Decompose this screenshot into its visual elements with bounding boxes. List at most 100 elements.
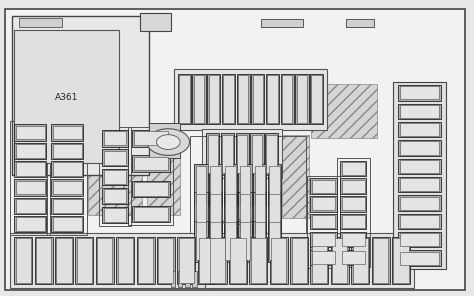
Bar — [53, 181, 82, 194]
Text: F282: F282 — [348, 184, 358, 188]
Bar — [312, 215, 335, 228]
Bar — [261, 19, 303, 27]
Bar — [221, 133, 234, 175]
Text: F276: F276 — [319, 184, 328, 188]
Bar — [210, 194, 221, 232]
Bar — [16, 144, 45, 158]
Bar — [102, 207, 128, 223]
Bar — [134, 131, 168, 145]
Bar — [310, 232, 337, 247]
Text: F253: F253 — [199, 208, 203, 218]
Text: F218: F218 — [146, 162, 156, 165]
Bar — [158, 238, 173, 283]
Bar — [311, 84, 377, 138]
Bar — [340, 178, 366, 194]
Bar — [268, 192, 281, 234]
Bar — [269, 222, 280, 260]
Text: F256: F256 — [243, 208, 247, 218]
Bar — [14, 30, 118, 163]
Bar — [400, 141, 439, 155]
Bar — [238, 221, 252, 262]
Text: F288: F288 — [414, 109, 425, 114]
Bar — [292, 238, 307, 283]
Text: F219: F219 — [146, 187, 156, 191]
Text: F242: F242 — [211, 149, 215, 159]
Text: F294: F294 — [414, 219, 425, 224]
Bar — [400, 215, 439, 228]
Text: F250: F250 — [243, 180, 247, 190]
Bar — [266, 135, 277, 173]
Bar — [53, 217, 82, 231]
Bar — [14, 216, 46, 232]
Bar — [209, 75, 219, 123]
Text: F255: F255 — [228, 208, 232, 218]
Bar — [56, 238, 72, 283]
Bar — [400, 105, 439, 118]
Bar — [253, 192, 266, 234]
Bar — [400, 86, 439, 99]
Bar — [310, 250, 337, 265]
Text: F213: F213 — [110, 156, 120, 160]
Text: F228: F228 — [164, 256, 168, 265]
Text: F224: F224 — [82, 256, 86, 265]
Text: F236: F236 — [256, 94, 260, 104]
Text: F230: F230 — [205, 256, 209, 265]
Bar — [210, 222, 221, 260]
Text: F217: F217 — [146, 136, 156, 140]
Bar — [102, 130, 128, 147]
Text: F281: F281 — [348, 166, 358, 170]
Bar — [102, 188, 128, 204]
Text: F229: F229 — [184, 256, 188, 265]
Text: F269: F269 — [297, 256, 301, 265]
Bar — [342, 162, 365, 175]
Bar — [157, 237, 175, 284]
Bar — [398, 159, 441, 174]
Bar — [53, 144, 82, 158]
Bar — [196, 222, 206, 260]
Text: F271: F271 — [338, 256, 342, 265]
Bar — [134, 182, 168, 196]
Text: F207: F207 — [62, 149, 73, 153]
Text: F284: F284 — [348, 220, 358, 224]
Bar — [312, 238, 327, 283]
Text: F247: F247 — [199, 180, 203, 190]
Bar — [398, 250, 441, 266]
Bar — [35, 237, 53, 284]
Text: F260: F260 — [214, 237, 218, 246]
Text: F234: F234 — [227, 94, 230, 104]
Text: F277: F277 — [319, 202, 328, 206]
Bar — [209, 192, 222, 234]
Text: F215: F215 — [110, 194, 120, 198]
Text: F209: F209 — [62, 186, 73, 189]
Text: F264: F264 — [273, 237, 276, 246]
Bar — [400, 160, 439, 173]
Bar — [271, 238, 286, 283]
Bar — [237, 135, 247, 173]
Text: F257: F257 — [258, 208, 262, 218]
Bar — [267, 75, 278, 123]
Text: F265: F265 — [216, 256, 219, 265]
Bar — [392, 237, 410, 284]
Text: F249: F249 — [228, 180, 232, 190]
Text: F293: F293 — [414, 201, 425, 205]
Text: F231: F231 — [182, 94, 186, 104]
Bar — [51, 216, 83, 232]
Bar — [208, 135, 218, 173]
Bar — [194, 221, 208, 262]
Text: F220: F220 — [146, 212, 156, 216]
Bar — [104, 170, 126, 184]
Bar — [223, 75, 234, 123]
Text: F208: F208 — [62, 167, 73, 171]
Bar — [116, 237, 134, 284]
Text: F203: F203 — [25, 186, 36, 189]
Text: ⊕: ⊕ — [229, 219, 235, 225]
Bar — [224, 221, 237, 262]
Circle shape — [147, 129, 190, 155]
Bar — [353, 238, 368, 283]
Bar — [310, 196, 337, 212]
Bar — [53, 162, 82, 176]
Text: F251: F251 — [258, 180, 262, 190]
Bar — [398, 232, 441, 247]
Bar — [249, 237, 267, 284]
Text: F226: F226 — [123, 256, 127, 265]
